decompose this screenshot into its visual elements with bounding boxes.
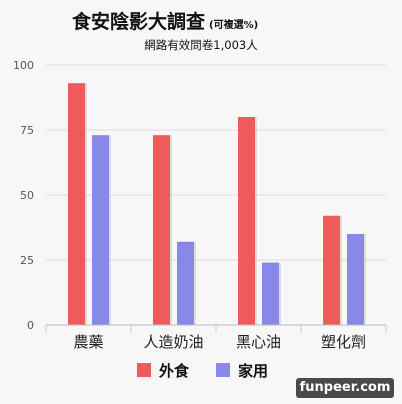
legend-label-家用: 家用 <box>238 362 268 380</box>
legend-swatch-外食 <box>137 363 151 377</box>
x-tick-label: 人造奶油 <box>143 333 203 351</box>
y-tick-label: 0 <box>27 319 34 332</box>
bar-家用-塑化劑 <box>347 234 364 325</box>
chart-subtitle: 網路有效問卷1,003人 <box>144 38 258 52</box>
y-tick-label: 100 <box>13 59 34 72</box>
x-tick-label: 農藥 <box>73 333 103 351</box>
bar-外食-黑心油 <box>238 117 255 325</box>
legend: 外食 家用 <box>137 362 268 380</box>
x-tick-label: 塑化劑 <box>321 333 366 351</box>
y-tick-label: 50 <box>20 189 34 202</box>
y-axis-ticks: 0 25 50 75 100 <box>13 59 34 332</box>
legend-swatch-家用 <box>216 363 230 377</box>
bars <box>68 83 366 325</box>
bar-外食-塑化劑 <box>323 215 340 325</box>
legend-label-外食: 外食 <box>158 362 190 380</box>
bar-家用-人造奶油 <box>177 241 194 325</box>
chart-title-note: (可複選%) <box>209 18 258 31</box>
y-tick-label: 25 <box>20 254 34 267</box>
watermark: funpeer.com <box>296 378 394 398</box>
x-tick-label: 黑心油 <box>236 333 281 351</box>
bar-外食-人造奶油 <box>153 135 170 325</box>
x-axis-ticks: 農藥 人造奶油 黑心油 塑化劑 <box>45 325 387 351</box>
chart-title: 食安陰影大調查 <box>72 10 206 33</box>
bar-外食-農藥 <box>68 83 85 325</box>
bar-家用-農藥 <box>92 135 109 325</box>
bar-家用-黑心油 <box>262 262 279 325</box>
y-tick-label: 75 <box>20 124 34 137</box>
